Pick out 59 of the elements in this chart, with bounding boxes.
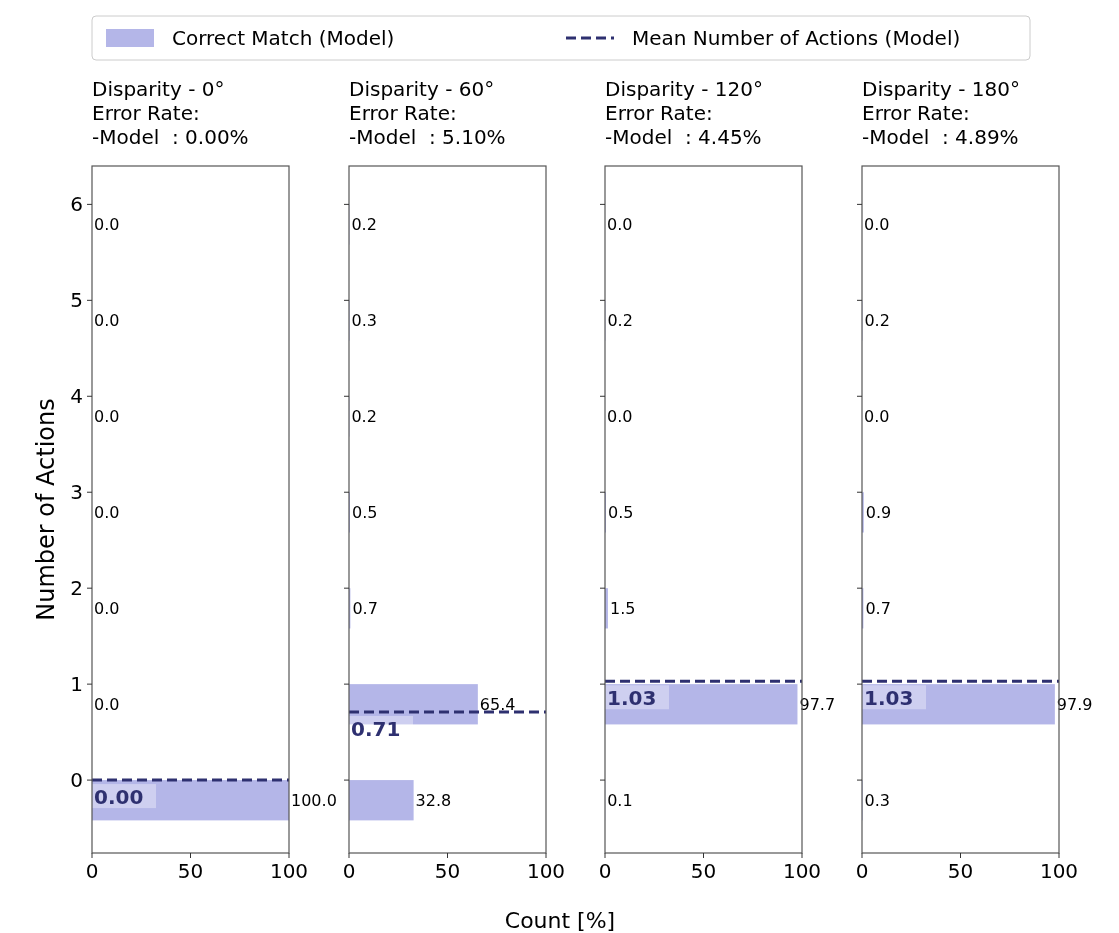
data-label: 0.7	[865, 598, 891, 618]
chart-title: Disparity - 60° Error Rate: -Model : 5.10%	[349, 77, 506, 149]
data-label: 0.3	[351, 310, 378, 330]
data-label: 0.5	[351, 502, 378, 522]
y-tick-label: 4	[70, 384, 83, 409]
x-tick-label: 0	[855, 859, 869, 883]
x-tick-label: 50	[177, 859, 204, 883]
data-label: 0.2	[351, 406, 377, 426]
data-label: 0.2	[351, 215, 377, 235]
x-tick-label: 0	[598, 859, 612, 883]
data-label: 97.9	[1056, 694, 1093, 714]
data-label: 0.0	[94, 406, 120, 426]
x-tick-label: 100	[269, 859, 309, 883]
y-tick-label: 3	[70, 480, 83, 505]
data-label: 32.8	[415, 790, 452, 810]
annotation: 1.03	[864, 686, 914, 711]
data-label: 0.0	[94, 310, 120, 330]
data-label: 1.5	[609, 598, 636, 618]
y-tick-label: 2	[70, 576, 83, 601]
data-label: 0.0	[864, 406, 890, 426]
y-tick-label: 1	[70, 672, 83, 697]
y-axis-title: Number of Actions	[32, 398, 60, 621]
data-label: 0.0	[607, 215, 633, 235]
x-tick-label: 0	[342, 859, 356, 883]
x-tick-label: 100	[526, 859, 566, 883]
data-label: 0.2	[607, 310, 633, 330]
y-tick-label: 0	[70, 768, 83, 793]
data-label: 0.5	[607, 502, 634, 522]
data-label: 65.4	[479, 694, 516, 714]
legend-label: Mean Number of Actions (Model)	[632, 26, 961, 50]
data-label: 0.3	[864, 790, 891, 810]
chart-title: Disparity - 120° Error Rate: -Model : 4.45%	[605, 77, 763, 149]
data-label: 0.1	[607, 790, 633, 810]
data-label: 0.0	[607, 406, 633, 426]
annotation: 1.03	[607, 686, 657, 711]
y-tick-label: 6	[70, 192, 83, 217]
data-label: 97.7	[799, 694, 836, 714]
data-label: 0.7	[352, 598, 378, 618]
annotation: 0.71	[351, 716, 401, 741]
x-tick-label: 0	[85, 859, 99, 883]
x-tick-label: 50	[690, 859, 717, 883]
y-tick-label: 5	[70, 288, 83, 313]
annotation: 0.00	[94, 785, 144, 810]
data-label: 100.0	[291, 790, 337, 810]
x-tick-label: 100	[782, 859, 822, 883]
x-tick-label: 50	[947, 859, 974, 883]
data-label: 0.0	[94, 502, 120, 522]
data-label: 0.0	[94, 694, 120, 714]
x-tick-label: 100	[1039, 859, 1079, 883]
chart-title: Disparity - 180° Error Rate: -Model : 4.89%	[862, 77, 1020, 149]
x-axis-title: Count [%]	[504, 908, 616, 933]
data-label: 0.0	[94, 215, 120, 235]
legend-label: Correct Match (Model)	[172, 26, 395, 50]
data-label: 0.9	[865, 502, 892, 522]
chart-title: Disparity - 0° Error Rate: -Model : 0.00%	[92, 77, 249, 149]
x-tick-label: 50	[434, 859, 461, 883]
data-label: 0.0	[864, 215, 890, 235]
data-label: 0.2	[864, 310, 890, 330]
data-label: 0.0	[94, 598, 120, 618]
